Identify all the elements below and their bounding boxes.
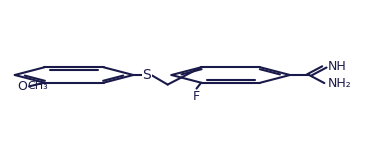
Text: NH₂: NH₂ bbox=[327, 77, 351, 90]
Text: F: F bbox=[193, 90, 200, 103]
Text: NH: NH bbox=[327, 60, 346, 73]
Text: O: O bbox=[17, 80, 27, 93]
Text: S: S bbox=[142, 68, 151, 82]
Text: CH₃: CH₃ bbox=[27, 81, 48, 91]
